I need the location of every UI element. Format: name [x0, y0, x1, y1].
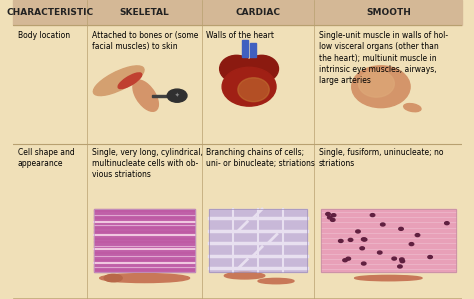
Bar — [94, 209, 195, 272]
Text: Single-unit muscle in walls of hol-
low visceral organs (other than
the heart); : Single-unit muscle in walls of hol- low … — [319, 31, 448, 85]
Circle shape — [330, 218, 335, 221]
Bar — [250, 43, 256, 57]
Text: Walls of the heart: Walls of the heart — [206, 31, 274, 40]
Ellipse shape — [118, 73, 142, 89]
Ellipse shape — [245, 55, 279, 82]
Text: Single, fusiform, uninucleate; no
striations: Single, fusiform, uninucleate; no striat… — [319, 148, 443, 168]
Bar — [209, 209, 308, 272]
Bar — [152, 95, 175, 97]
Circle shape — [409, 242, 414, 245]
Text: CARDIAC: CARDIAC — [236, 8, 281, 17]
Circle shape — [415, 234, 420, 237]
Ellipse shape — [238, 78, 269, 102]
Text: Single, very long, cylindrical,
multinucleate cells with ob-
vious striations: Single, very long, cylindrical, multinuc… — [92, 148, 203, 179]
Circle shape — [399, 227, 403, 230]
Ellipse shape — [93, 66, 144, 96]
Ellipse shape — [100, 274, 190, 283]
Circle shape — [356, 230, 360, 233]
Circle shape — [343, 259, 347, 262]
Ellipse shape — [355, 275, 422, 281]
Text: Branching chains of cells;
uni- or binucleate; striations: Branching chains of cells; uni- or binuc… — [206, 148, 315, 168]
Ellipse shape — [404, 103, 421, 112]
Bar — [321, 209, 456, 272]
Ellipse shape — [224, 272, 265, 279]
Circle shape — [362, 262, 366, 265]
Text: Cell shape and
appearance: Cell shape and appearance — [18, 148, 74, 168]
Circle shape — [348, 238, 353, 241]
Text: Body location: Body location — [18, 31, 70, 40]
Text: SKELETAL: SKELETAL — [120, 8, 170, 17]
Circle shape — [167, 89, 187, 102]
Circle shape — [398, 265, 402, 268]
Circle shape — [346, 257, 351, 260]
Circle shape — [445, 222, 449, 225]
Circle shape — [370, 213, 375, 216]
Text: SMOOTH: SMOOTH — [366, 8, 411, 17]
Text: CHARACTERISTIC: CHARACTERISTIC — [7, 8, 94, 17]
Circle shape — [400, 260, 405, 263]
Circle shape — [360, 247, 365, 250]
Circle shape — [338, 239, 343, 242]
Circle shape — [362, 238, 366, 241]
Ellipse shape — [258, 278, 294, 284]
Bar — [13, 0, 463, 25]
Text: ✦: ✦ — [175, 93, 179, 98]
Circle shape — [392, 257, 396, 260]
Ellipse shape — [358, 70, 394, 97]
Circle shape — [377, 251, 382, 254]
Ellipse shape — [133, 80, 158, 111]
Ellipse shape — [219, 55, 253, 82]
Ellipse shape — [104, 274, 122, 282]
Circle shape — [363, 238, 367, 241]
Circle shape — [381, 223, 385, 226]
Bar — [94, 209, 195, 272]
Ellipse shape — [352, 66, 410, 108]
Circle shape — [428, 256, 432, 259]
Bar — [209, 209, 308, 272]
Ellipse shape — [222, 67, 276, 106]
Circle shape — [331, 214, 336, 217]
Bar — [242, 40, 248, 57]
Circle shape — [328, 216, 332, 219]
Circle shape — [400, 258, 404, 261]
Circle shape — [326, 213, 330, 216]
Bar — [321, 209, 456, 272]
Text: Attached to bones or (some
facial muscles) to skin: Attached to bones or (some facial muscle… — [92, 31, 198, 51]
